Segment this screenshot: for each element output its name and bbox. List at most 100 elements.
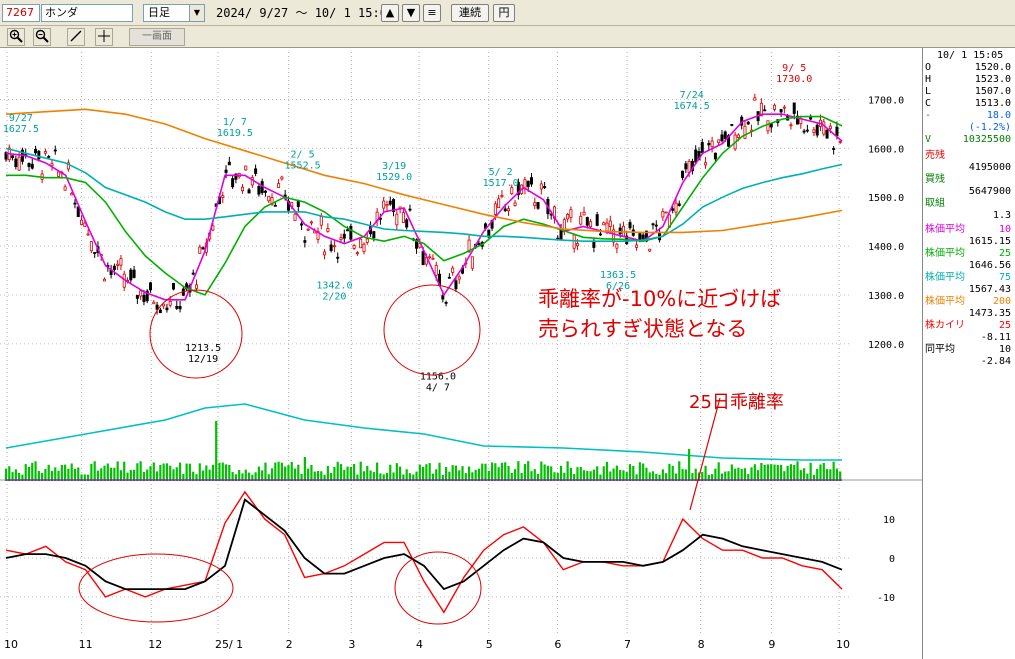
candle-body [694, 149, 698, 163]
candle-body [510, 187, 514, 195]
stock-code-input[interactable]: 7267 [2, 4, 40, 22]
volume-bar [789, 464, 793, 481]
volume-bar [779, 464, 783, 481]
candle-body [171, 283, 175, 290]
chart-area[interactable]: 1200.0 1300.0 1400.0 1500.0 1600.0 1700.0 9/27… [0, 48, 922, 659]
candle-body [575, 243, 579, 247]
prev-button[interactable]: ▲ [381, 4, 399, 22]
high-label: 1674.5 [674, 101, 710, 112]
candle-body [500, 195, 504, 197]
next-button[interactable]: ▼ [402, 4, 420, 22]
line-draw-icon[interactable] [67, 28, 85, 46]
candle-body [822, 121, 826, 135]
candle-body [4, 152, 8, 160]
volume-bar [835, 468, 839, 481]
volume-bar [474, 469, 477, 481]
volume-bar [224, 464, 228, 481]
candle-body [713, 152, 717, 160]
info-change: -18.0 [925, 110, 1011, 121]
candle-body [710, 140, 714, 148]
kairi-y-tick-label: -10 [877, 593, 895, 604]
candle-body [34, 148, 38, 154]
volume-bar [494, 463, 497, 481]
zoom-out-icon[interactable] [33, 28, 51, 46]
info-buy-margin-label: 買残 [925, 174, 945, 185]
volume-bar [139, 461, 142, 481]
yen-button[interactable]: 円 [493, 4, 515, 22]
x-tick-label: 8 [698, 638, 705, 651]
candle-body [103, 278, 107, 282]
volume-bar [500, 462, 504, 481]
volume-bar [100, 468, 103, 481]
candle-body [727, 135, 731, 147]
candle-body [759, 102, 763, 117]
volume-bar [642, 463, 645, 481]
triangle-up-icon: ▲ [385, 6, 395, 19]
candle-body [257, 186, 261, 195]
candle-body [454, 280, 458, 290]
candle-body [513, 202, 517, 206]
timeframe-value: 日足 [148, 6, 170, 19]
volume-bar [152, 462, 155, 481]
volume-bar [750, 467, 753, 481]
volume-bar [569, 467, 572, 481]
timeframe-select[interactable]: 日足 ▼ [143, 4, 205, 22]
candle-body [441, 295, 445, 300]
candle-body [70, 193, 74, 196]
volume-bar [366, 465, 369, 481]
info-kairi-label: 株カイリ 25 [925, 320, 1011, 331]
candle-body [142, 294, 146, 303]
candle-body [598, 233, 602, 236]
candle-body [37, 150, 41, 160]
zoom-in-icon[interactable] [7, 28, 25, 46]
volume-bar [238, 470, 241, 481]
chevron-down-icon[interactable]: ▼ [189, 5, 204, 21]
candle-body [641, 234, 645, 240]
volume-bar [274, 462, 277, 481]
candle-body [493, 203, 497, 215]
candle-body [536, 201, 540, 209]
candle-body [677, 203, 681, 206]
low-date-label: 4/ 7 [426, 382, 450, 393]
volume-bar [418, 464, 421, 481]
x-tick-label: 4 [416, 638, 423, 651]
low-label: 1363.5 [600, 270, 636, 281]
one-screen-button[interactable]: 一画面 [129, 28, 185, 46]
candle-body [175, 305, 179, 309]
candle-body [50, 163, 54, 167]
volume-bar [155, 471, 159, 481]
volume-bar [563, 472, 566, 481]
candle-body [792, 102, 796, 114]
candle-body [566, 213, 570, 220]
candle-body [832, 148, 836, 150]
continuous-button[interactable]: 連続 [451, 4, 489, 22]
volume-bar [625, 471, 628, 481]
volume-bar [343, 469, 346, 481]
volume-bar [44, 468, 47, 481]
candle-body [533, 202, 537, 207]
volume-bar [346, 466, 349, 481]
candle-body [76, 206, 80, 218]
candle-body [372, 231, 376, 239]
candle-body [428, 256, 432, 259]
volume-bar [553, 472, 556, 481]
volume-bar [297, 464, 300, 481]
volume-bar [316, 470, 320, 481]
list-icon: ≡ [427, 6, 437, 19]
volume-bar [786, 465, 789, 481]
candle-body [789, 124, 793, 127]
list-button[interactable]: ≡ [423, 4, 441, 22]
volume-bar [310, 465, 313, 481]
stock-name-field[interactable]: ホンダ [41, 4, 133, 22]
high-label: 1619.5 [217, 128, 253, 139]
volume-bar [195, 474, 198, 481]
volume-bar [326, 465, 329, 481]
volume-bar [619, 469, 622, 481]
volume-bar [399, 466, 402, 481]
candle-body [382, 200, 386, 209]
candle-body [782, 106, 786, 109]
crosshair-icon[interactable] [95, 28, 113, 46]
volume-bar [136, 463, 139, 481]
volume-bar [54, 467, 57, 481]
volume-bar [757, 470, 760, 481]
